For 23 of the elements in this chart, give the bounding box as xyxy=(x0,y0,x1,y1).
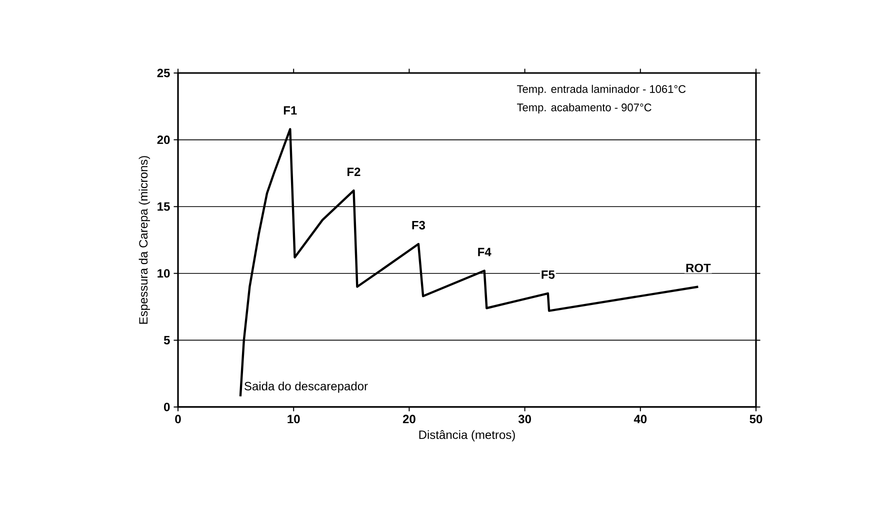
x-tick-label: 50 xyxy=(750,414,762,424)
x-axis-title: Distância (metros) xyxy=(419,430,515,442)
annotation: F2 xyxy=(348,168,360,176)
annotation: Temp. acabamento - 907°C xyxy=(517,103,652,114)
x-tick-label: 40 xyxy=(634,414,647,424)
y-tick-label: 5 xyxy=(164,336,170,344)
x-tick-label: 10 xyxy=(288,414,300,424)
annotation: F4 xyxy=(478,248,492,256)
y-tick-label: 25 xyxy=(157,68,170,78)
y-tick-label: 0 xyxy=(164,402,170,412)
y-tick-label: 10 xyxy=(158,269,170,278)
annotation: F1 xyxy=(284,106,297,115)
annotation: Temp. entrada laminador - 1061°C xyxy=(517,84,686,96)
x-tick-label: 0 xyxy=(175,414,181,424)
y-tick-label: 20 xyxy=(157,136,170,144)
annotation: ROT xyxy=(686,264,711,272)
y-tick-label: 15 xyxy=(158,202,170,211)
annotation: F3 xyxy=(412,220,426,230)
x-tick-label: 20 xyxy=(402,414,416,424)
x-tick-label: 30 xyxy=(518,414,531,424)
y-axis-title: Espessura da Carepa (microns) xyxy=(138,156,150,324)
annotation: F5 xyxy=(542,270,555,279)
annotation: Saida do descarepador xyxy=(244,382,368,393)
